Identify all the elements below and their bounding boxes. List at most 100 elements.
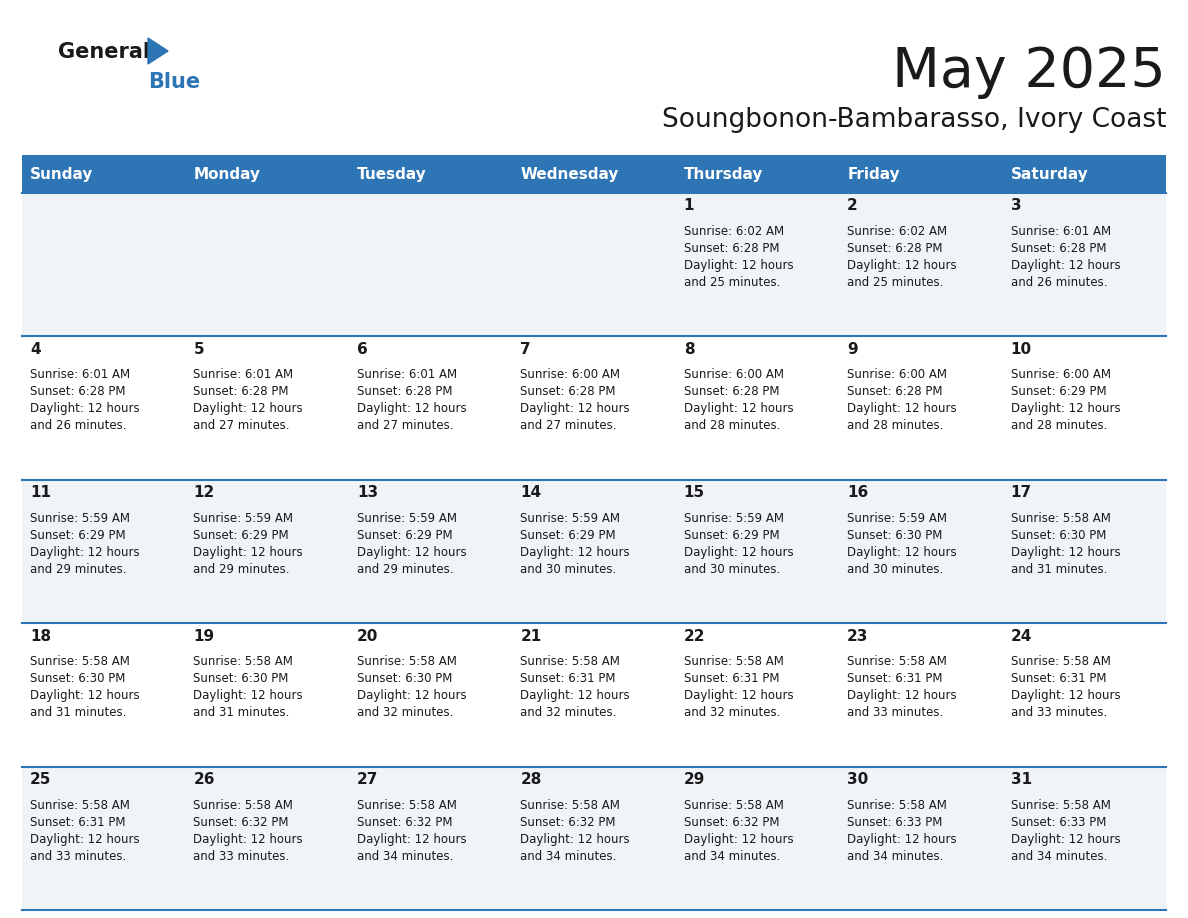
Text: 21: 21	[520, 629, 542, 644]
Text: Sunset: 6:29 PM: Sunset: 6:29 PM	[30, 529, 126, 542]
Text: Soungbonon-Bambarasso, Ivory Coast: Soungbonon-Bambarasso, Ivory Coast	[662, 107, 1165, 133]
Text: Sunrise: 6:01 AM: Sunrise: 6:01 AM	[1011, 225, 1111, 238]
Text: Sunrise: 5:59 AM: Sunrise: 5:59 AM	[847, 512, 947, 525]
Text: Sunset: 6:32 PM: Sunset: 6:32 PM	[194, 815, 289, 829]
Text: Sunset: 6:28 PM: Sunset: 6:28 PM	[30, 386, 126, 398]
Text: Daylight: 12 hours: Daylight: 12 hours	[520, 833, 630, 845]
Text: 11: 11	[30, 486, 51, 500]
Text: and 32 minutes.: and 32 minutes.	[520, 706, 617, 719]
Bar	[23, 623, 1165, 767]
Bar	[23, 767, 1165, 910]
Text: and 25 minutes.: and 25 minutes.	[684, 276, 781, 289]
Text: Sunset: 6:31 PM: Sunset: 6:31 PM	[684, 672, 779, 685]
Text: 31: 31	[1011, 772, 1031, 787]
Text: Sunset: 6:30 PM: Sunset: 6:30 PM	[847, 529, 942, 542]
Text: Daylight: 12 hours: Daylight: 12 hours	[356, 833, 467, 845]
Text: and 29 minutes.: and 29 minutes.	[30, 563, 126, 576]
Text: Daylight: 12 hours: Daylight: 12 hours	[30, 546, 140, 559]
Text: and 30 minutes.: and 30 minutes.	[520, 563, 617, 576]
Text: Sunset: 6:32 PM: Sunset: 6:32 PM	[356, 815, 453, 829]
Text: Sunrise: 5:59 AM: Sunrise: 5:59 AM	[520, 512, 620, 525]
Text: Sunset: 6:33 PM: Sunset: 6:33 PM	[1011, 815, 1106, 829]
Text: and 25 minutes.: and 25 minutes.	[847, 276, 943, 289]
Text: Sunset: 6:32 PM: Sunset: 6:32 PM	[684, 815, 779, 829]
Text: 3: 3	[1011, 198, 1022, 214]
Text: Sunrise: 6:01 AM: Sunrise: 6:01 AM	[30, 368, 131, 381]
Text: Sunrise: 5:58 AM: Sunrise: 5:58 AM	[847, 655, 947, 668]
Text: Sunrise: 5:58 AM: Sunrise: 5:58 AM	[847, 799, 947, 812]
Text: 16: 16	[847, 486, 868, 500]
Text: and 34 minutes.: and 34 minutes.	[847, 849, 943, 863]
Text: Sunrise: 6:02 AM: Sunrise: 6:02 AM	[847, 225, 947, 238]
Text: 23: 23	[847, 629, 868, 644]
Text: and 32 minutes.: and 32 minutes.	[356, 706, 454, 719]
Text: and 33 minutes.: and 33 minutes.	[847, 706, 943, 719]
Text: Daylight: 12 hours: Daylight: 12 hours	[1011, 546, 1120, 559]
Text: Blue: Blue	[148, 72, 200, 92]
Text: Daylight: 12 hours: Daylight: 12 hours	[1011, 689, 1120, 702]
Text: and 27 minutes.: and 27 minutes.	[194, 420, 290, 432]
Text: Daylight: 12 hours: Daylight: 12 hours	[520, 546, 630, 559]
Text: and 29 minutes.: and 29 minutes.	[356, 563, 454, 576]
Text: Daylight: 12 hours: Daylight: 12 hours	[847, 402, 956, 416]
Text: Sunset: 6:28 PM: Sunset: 6:28 PM	[1011, 242, 1106, 255]
Text: Sunset: 6:33 PM: Sunset: 6:33 PM	[847, 815, 942, 829]
Text: Daylight: 12 hours: Daylight: 12 hours	[1011, 259, 1120, 272]
Text: 17: 17	[1011, 486, 1031, 500]
Text: Sunset: 6:28 PM: Sunset: 6:28 PM	[847, 386, 942, 398]
Text: and 33 minutes.: and 33 minutes.	[194, 849, 290, 863]
Text: Tuesday: Tuesday	[356, 166, 426, 182]
Text: and 26 minutes.: and 26 minutes.	[1011, 276, 1107, 289]
Text: Wednesday: Wednesday	[520, 166, 619, 182]
Text: Sunrise: 5:58 AM: Sunrise: 5:58 AM	[684, 655, 784, 668]
Text: Daylight: 12 hours: Daylight: 12 hours	[356, 402, 467, 416]
Bar	[23, 155, 1165, 193]
Text: and 28 minutes.: and 28 minutes.	[684, 420, 781, 432]
Text: Sunrise: 5:58 AM: Sunrise: 5:58 AM	[30, 655, 129, 668]
Text: Daylight: 12 hours: Daylight: 12 hours	[847, 689, 956, 702]
Text: Daylight: 12 hours: Daylight: 12 hours	[30, 689, 140, 702]
Text: and 30 minutes.: and 30 minutes.	[847, 563, 943, 576]
Text: 20: 20	[356, 629, 378, 644]
Text: May 2025: May 2025	[892, 45, 1165, 99]
Text: 27: 27	[356, 772, 378, 787]
Text: Daylight: 12 hours: Daylight: 12 hours	[30, 402, 140, 416]
Text: and 32 minutes.: and 32 minutes.	[684, 706, 781, 719]
Text: Daylight: 12 hours: Daylight: 12 hours	[194, 402, 303, 416]
Text: and 34 minutes.: and 34 minutes.	[520, 849, 617, 863]
Text: Sunset: 6:29 PM: Sunset: 6:29 PM	[356, 529, 453, 542]
Text: Daylight: 12 hours: Daylight: 12 hours	[194, 546, 303, 559]
Text: Sunrise: 6:00 AM: Sunrise: 6:00 AM	[520, 368, 620, 381]
Text: and 27 minutes.: and 27 minutes.	[520, 420, 617, 432]
Text: and 31 minutes.: and 31 minutes.	[1011, 563, 1107, 576]
Text: Daylight: 12 hours: Daylight: 12 hours	[520, 689, 630, 702]
Text: Sunrise: 6:00 AM: Sunrise: 6:00 AM	[684, 368, 784, 381]
Text: Thursday: Thursday	[684, 166, 763, 182]
Text: Daylight: 12 hours: Daylight: 12 hours	[847, 259, 956, 272]
Text: Sunset: 6:28 PM: Sunset: 6:28 PM	[684, 242, 779, 255]
Text: and 33 minutes.: and 33 minutes.	[30, 849, 126, 863]
Text: 26: 26	[194, 772, 215, 787]
Text: and 27 minutes.: and 27 minutes.	[356, 420, 454, 432]
Text: Sunrise: 5:58 AM: Sunrise: 5:58 AM	[520, 655, 620, 668]
Text: Sunrise: 5:58 AM: Sunrise: 5:58 AM	[684, 799, 784, 812]
Text: Sunset: 6:30 PM: Sunset: 6:30 PM	[30, 672, 126, 685]
Text: 25: 25	[30, 772, 51, 787]
Text: Daylight: 12 hours: Daylight: 12 hours	[520, 402, 630, 416]
Text: Sunset: 6:29 PM: Sunset: 6:29 PM	[194, 529, 289, 542]
Bar	[23, 336, 1165, 480]
Text: 18: 18	[30, 629, 51, 644]
Text: Daylight: 12 hours: Daylight: 12 hours	[847, 833, 956, 845]
Text: Sunset: 6:28 PM: Sunset: 6:28 PM	[684, 386, 779, 398]
Text: Sunday: Sunday	[30, 166, 94, 182]
Text: Monday: Monday	[194, 166, 260, 182]
Text: 1: 1	[684, 198, 694, 214]
Polygon shape	[148, 38, 168, 64]
Text: Daylight: 12 hours: Daylight: 12 hours	[847, 546, 956, 559]
Text: and 28 minutes.: and 28 minutes.	[847, 420, 943, 432]
Text: Sunset: 6:32 PM: Sunset: 6:32 PM	[520, 815, 615, 829]
Text: Sunset: 6:29 PM: Sunset: 6:29 PM	[520, 529, 615, 542]
Text: 5: 5	[194, 341, 204, 357]
Text: 8: 8	[684, 341, 694, 357]
Text: 15: 15	[684, 486, 704, 500]
